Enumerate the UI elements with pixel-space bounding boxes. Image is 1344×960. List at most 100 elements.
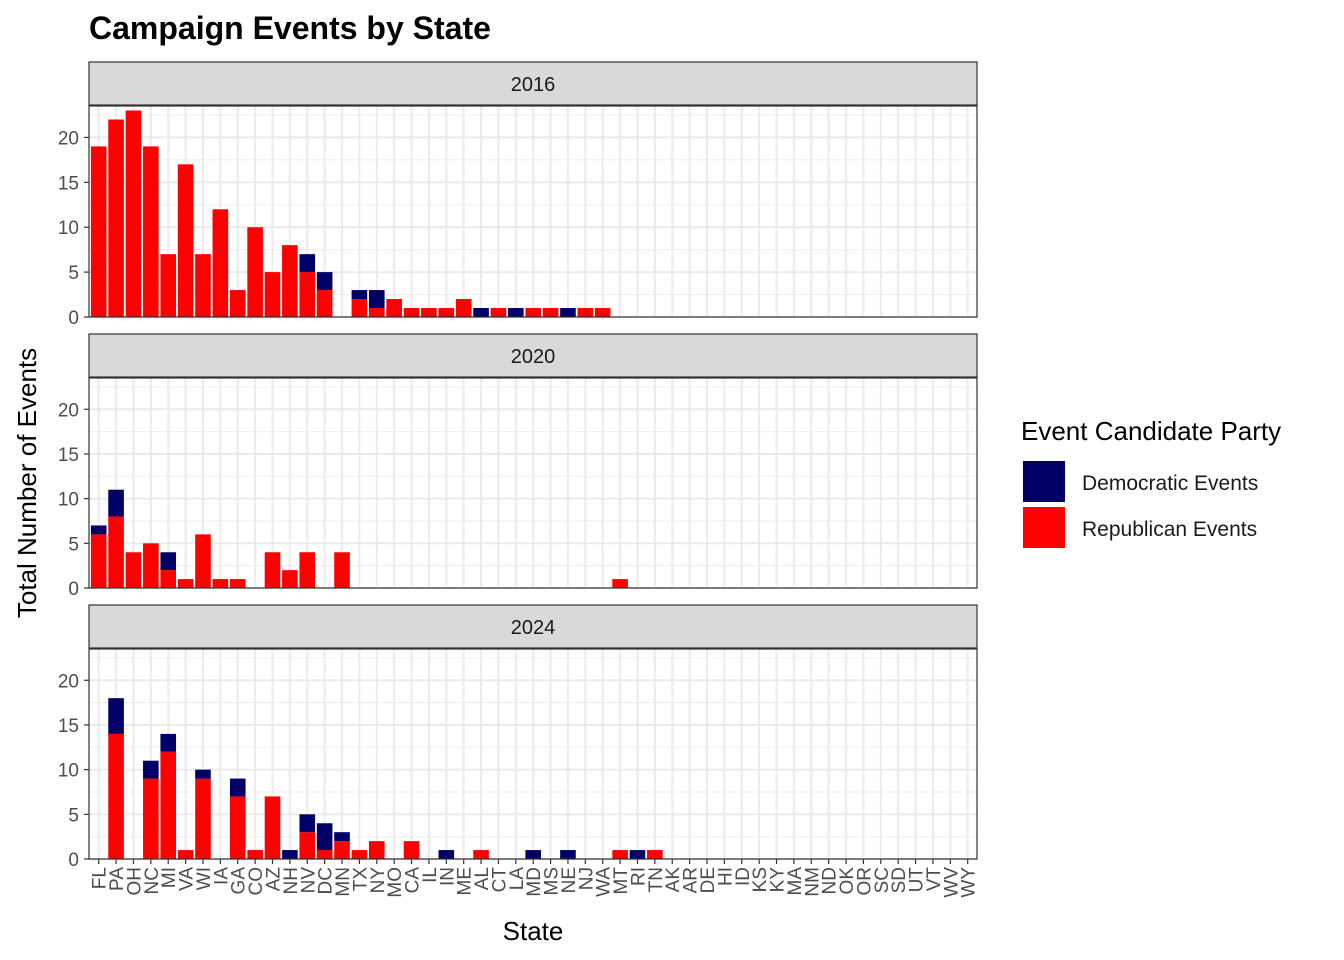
x-tick-label-ND: ND (820, 867, 841, 894)
y-tick-label: 0 (68, 579, 79, 600)
x-tick-label-WA: WA (594, 867, 615, 897)
x-tick-label-ME: ME (455, 867, 476, 896)
bar-republican-TX-2016 (351, 299, 368, 317)
bar-democratic-TX-2016 (351, 290, 368, 300)
bar-democratic-MI-2024 (160, 733, 177, 752)
bar-republican-WI-2020 (195, 534, 211, 588)
bar-republican-FL-2020 (90, 534, 107, 588)
bar-democratic-NC-2024 (143, 760, 159, 779)
bar-democratic-PA-2020 (108, 489, 124, 517)
facet-panel-2020: 2020 0 5 10 15 20 (58, 333, 978, 600)
bar-republican-OH-2016 (125, 110, 142, 317)
x-axis: FLPAOHNCMIVAWIIAGACOAZNHNVDCMNTXNYMOCAIL… (90, 859, 980, 898)
y-tick-label: 5 (68, 263, 79, 284)
bar-republican-IN-2016 (438, 308, 455, 317)
bar-democratic-NE-2024 (560, 850, 576, 859)
bar-republican-OH-2020 (125, 552, 142, 588)
panel-border (88, 377, 978, 589)
bar-republican-TN-2024 (647, 850, 663, 859)
x-tick-label-MA: MA (785, 867, 806, 896)
x-tick-label-OH: OH (124, 867, 145, 896)
bar-republican-NV-2016 (299, 272, 316, 317)
x-tick-label-TX: TX (350, 867, 371, 892)
bar-republican-PA-2020 (108, 516, 124, 588)
bar-democratic-MD-2024 (525, 850, 541, 859)
x-tick-label-OR: OR (854, 867, 875, 896)
bar-republican-AZ-2020 (264, 552, 281, 588)
bar-democratic-GA-2024 (229, 778, 246, 797)
bar-republican-PA-2024 (108, 733, 124, 859)
bar-democratic-LA-2016 (508, 308, 524, 317)
bar-republican-TX-2024 (351, 850, 368, 859)
x-tick-label-TN: TN (646, 867, 667, 892)
x-axis-title: State (503, 916, 564, 946)
y-tick-label: 15 (58, 173, 79, 194)
facet-strip-label-2024: 2024 (511, 617, 556, 639)
bar-republican-VA-2024 (177, 850, 194, 859)
x-tick-label-DC: DC (316, 867, 337, 894)
x-tick-label-SC: SC (872, 867, 893, 893)
legend-title: Event Candidate Party (1021, 416, 1281, 446)
bar-democratic-AL-2016 (473, 308, 489, 317)
x-tick-label-IN: IN (437, 867, 458, 886)
legend-key-democratic (1023, 461, 1065, 502)
bar-democratic-WI-2024 (195, 769, 211, 779)
x-tick-label-NH: NH (281, 867, 302, 894)
bar-democratic-NV-2024 (299, 814, 316, 833)
bar-republican-MT-2024 (612, 850, 628, 859)
x-tick-label-PA: PA (107, 867, 128, 891)
x-tick-label-AZ: AZ (264, 867, 285, 892)
y-tick-label: 5 (68, 805, 79, 826)
x-tick-label-KY: KY (768, 867, 789, 893)
panel-border (88, 105, 978, 318)
y-tick-label: 10 (58, 761, 79, 782)
x-tick-label-WI: WI (194, 867, 215, 890)
x-tick-label-MD: MD (524, 867, 545, 897)
bar-republican-MI-2016 (160, 254, 177, 317)
bar-republican-IA-2016 (212, 209, 229, 317)
bar-republican-MO-2016 (386, 299, 402, 317)
bar-republican-NH-2020 (282, 570, 298, 588)
x-tick-label-IA: IA (211, 867, 232, 885)
bar-republican-NC-2016 (143, 146, 159, 317)
bar-republican-AZ-2024 (264, 796, 281, 859)
bar-republican-ME-2016 (455, 299, 472, 317)
bar-republican-WI-2024 (195, 778, 211, 859)
bar-republican-NY-2016 (368, 308, 385, 317)
x-tick-label-NM: NM (802, 867, 823, 897)
bar-republican-CO-2016 (247, 227, 263, 317)
bar-republican-DC-2024 (316, 850, 333, 859)
y-tick-label: 10 (58, 218, 79, 239)
y-tick-label: 15 (58, 445, 79, 466)
bar-democratic-NH-2024 (282, 850, 298, 859)
bar-republican-NC-2020 (143, 543, 159, 588)
bar-republican-AZ-2016 (264, 272, 281, 317)
x-tick-label-MN: MN (333, 867, 354, 897)
bar-republican-WI-2016 (195, 254, 211, 317)
bar-democratic-PA-2024 (108, 698, 124, 734)
y-axis-title: Total Number of Events (12, 348, 42, 618)
bar-republican-MS-2016 (542, 308, 559, 317)
bar-republican-VA-2016 (177, 164, 194, 317)
bar-democratic-NE-2016 (560, 308, 576, 317)
facet-strip-label-2016: 2016 (511, 74, 556, 96)
bar-republican-GA-2020 (229, 579, 246, 588)
bar-republican-CT-2016 (490, 308, 507, 317)
x-tick-label-AL: AL (472, 867, 493, 890)
bar-republican-FL-2016 (90, 146, 107, 317)
x-tick-label-UT: UT (907, 867, 928, 893)
legend-label-democratic: Democratic Events (1082, 472, 1258, 495)
x-tick-label-CO: CO (246, 867, 267, 896)
x-tick-label-AR: AR (681, 867, 702, 893)
bar-democratic-DC-2024 (316, 823, 333, 851)
y-tick-label: 10 (58, 490, 79, 511)
x-tick-label-AK: AK (663, 867, 684, 893)
chart-title: Campaign Events by State (89, 10, 491, 46)
x-tick-label-OK: OK (837, 867, 858, 895)
y-tick-label: 5 (68, 534, 79, 555)
x-tick-label-NY: NY (368, 867, 389, 894)
bar-republican-CA-2016 (403, 308, 420, 317)
x-tick-label-HI: HI (715, 867, 736, 886)
